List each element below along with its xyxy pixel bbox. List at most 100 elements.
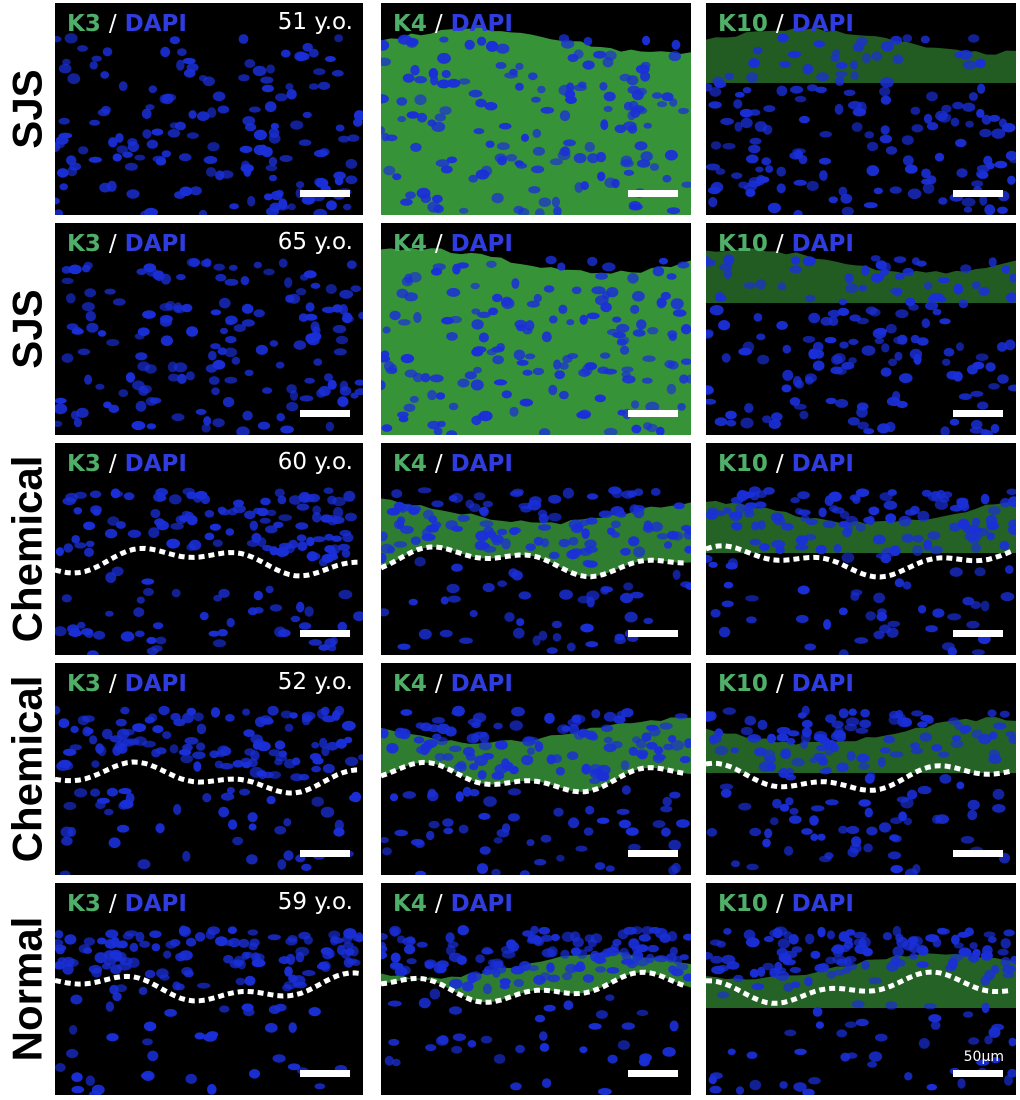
- nucleus: [166, 538, 181, 549]
- nucleus: [429, 988, 441, 1000]
- nucleus: [553, 359, 562, 370]
- nucleus: [552, 633, 562, 642]
- nucleus: [861, 345, 876, 356]
- nucleus: [244, 951, 254, 959]
- nucleus: [972, 361, 985, 370]
- nucleus: [765, 165, 774, 173]
- nucleus: [868, 1051, 883, 1062]
- nucleus: [552, 754, 562, 764]
- nucleus: [970, 390, 984, 397]
- nucleus: [171, 413, 185, 422]
- nucleus: [491, 534, 504, 544]
- counterstain-label: DAPI: [124, 451, 187, 477]
- nucleus: [89, 735, 98, 745]
- nucleus: [295, 288, 307, 296]
- nucleus: [217, 105, 230, 114]
- nucleus: [617, 1040, 630, 1051]
- nucleus: [616, 323, 630, 333]
- nucleus: [937, 277, 951, 284]
- nucleus: [895, 933, 904, 943]
- nucleus: [716, 965, 730, 972]
- nucleus: [431, 717, 445, 724]
- nucleus: [296, 181, 305, 189]
- nucleus: [61, 594, 72, 603]
- nucleus: [253, 507, 263, 515]
- nucleus: [805, 518, 818, 525]
- nucleus: [873, 187, 883, 195]
- nucleus: [744, 502, 758, 509]
- nucleus: [949, 567, 963, 577]
- nucleus: [400, 353, 415, 364]
- nucleus: [596, 771, 610, 782]
- nucleus: [746, 1051, 758, 1059]
- nucleus: [1008, 496, 1016, 507]
- nucleus: [280, 425, 294, 434]
- nucleus: [541, 331, 552, 343]
- nucleus: [943, 347, 955, 357]
- nucleus: [838, 931, 850, 942]
- nucleus: [635, 749, 649, 758]
- nucleus: [708, 197, 718, 208]
- nucleus: [602, 262, 616, 272]
- nucleus: [277, 495, 287, 505]
- nucleus: [229, 203, 240, 210]
- nucleus: [818, 507, 827, 518]
- nucleus: [247, 929, 259, 936]
- nucleus: [832, 949, 844, 957]
- nucleus: [715, 168, 726, 175]
- nucleus: [591, 286, 606, 295]
- nucleus: [656, 101, 668, 108]
- micrograph-image: [706, 248, 1016, 435]
- nucleus: [112, 298, 126, 306]
- nucleus: [994, 160, 1008, 169]
- nucleus: [557, 724, 570, 735]
- nucleus: [865, 306, 878, 315]
- micrograph-image: [55, 705, 363, 875]
- nucleus: [789, 966, 802, 974]
- nucleus: [985, 362, 996, 372]
- nucleus: [492, 293, 503, 303]
- nucleus: [298, 773, 310, 781]
- nucleus: [590, 950, 600, 962]
- nucleus: [738, 802, 752, 811]
- nucleus: [188, 110, 197, 119]
- nucleus: [225, 319, 235, 326]
- nucleus: [967, 799, 980, 811]
- nucleus: [78, 146, 89, 155]
- nucleus: [605, 865, 615, 872]
- nucleus: [449, 745, 462, 753]
- nucleus: [719, 783, 734, 791]
- nucleus: [493, 1054, 506, 1064]
- nucleus: [848, 357, 857, 364]
- nucleus: [257, 421, 271, 430]
- nucleus: [416, 941, 428, 948]
- nucleus: [296, 534, 307, 542]
- nucleus: [206, 1031, 219, 1039]
- nucleus: [656, 426, 665, 435]
- nucleus: [962, 60, 977, 70]
- row-label: Chemical: [0, 443, 55, 655]
- nucleus: [499, 983, 510, 990]
- nucleus: [204, 510, 215, 518]
- nucleus: [880, 747, 891, 754]
- nucleus: [74, 788, 88, 798]
- nucleus: [906, 789, 918, 800]
- nucleus: [168, 373, 180, 382]
- nucleus: [55, 930, 64, 939]
- nucleus: [207, 142, 220, 152]
- nucleus: [84, 547, 94, 557]
- nucleus: [981, 1002, 990, 1014]
- nucleus: [977, 401, 989, 410]
- nucleus: [241, 319, 255, 327]
- nucleus: [311, 796, 324, 807]
- nucleus: [448, 952, 463, 963]
- nucleus: [400, 525, 414, 534]
- nucleus: [244, 975, 256, 986]
- stain-title: K10 / DAPI: [718, 231, 854, 257]
- nucleus: [240, 276, 250, 286]
- nucleus: [880, 95, 892, 105]
- nucleus: [540, 934, 553, 942]
- nucleus: [673, 502, 685, 510]
- nucleus: [85, 540, 95, 547]
- nucleus: [224, 347, 238, 358]
